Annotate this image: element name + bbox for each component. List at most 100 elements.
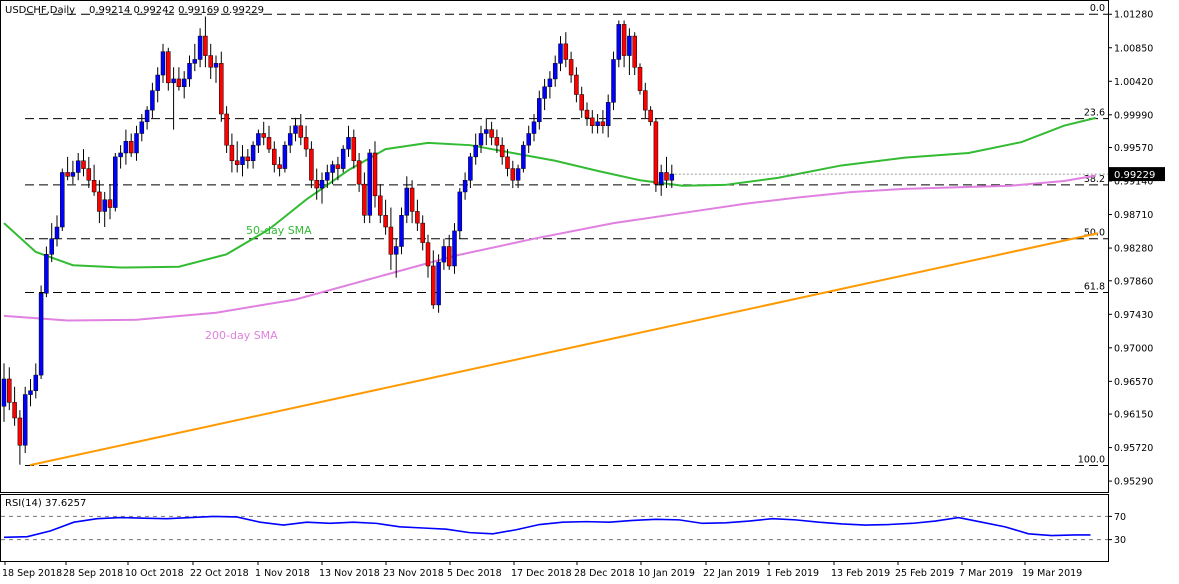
- candle-body: [192, 59, 198, 64]
- fib-level-label: 100.0: [1078, 455, 1105, 466]
- candle-body: [584, 109, 590, 119]
- candle-body: [134, 133, 139, 154]
- candle-body: [272, 148, 277, 165]
- candle-body: [234, 160, 240, 165]
- candle-body: [600, 121, 606, 126]
- x-tick-label: 28 Sep 2018: [63, 568, 123, 579]
- candle-body: [277, 164, 282, 169]
- x-tick-label: 1 Nov 2018: [255, 568, 310, 579]
- candle-body: [187, 63, 192, 80]
- candle-body: [330, 164, 335, 173]
- candle-body: [44, 254, 49, 294]
- candle-body: [208, 55, 213, 68]
- candle-body: [653, 121, 659, 185]
- y-tick-label: 0.97430: [1114, 310, 1153, 321]
- candle-body: [669, 173, 675, 181]
- candle-body: [505, 156, 510, 169]
- y-tick-label: 0.95720: [1114, 443, 1153, 454]
- candle-body: [155, 74, 160, 91]
- candle-body: [605, 102, 611, 126]
- x-tick-label: 17 Dec 2018: [511, 568, 572, 579]
- candle-body: [643, 90, 648, 111]
- y-tick-label: 0.99990: [1114, 110, 1153, 121]
- candle-body: [224, 113, 229, 146]
- fib-level-label: 0.0: [1090, 3, 1105, 14]
- y-tick-label: 0.99140: [1114, 177, 1153, 188]
- y-tick-label: 0.98710: [1114, 210, 1153, 221]
- candle-body: [293, 125, 298, 134]
- candle-body: [118, 152, 123, 158]
- current-price-label: 0.99229: [1114, 170, 1155, 181]
- candle-body: [457, 191, 463, 232]
- candle-body: [12, 402, 17, 419]
- trendline: [29, 232, 1099, 467]
- candle-body: [658, 172, 664, 185]
- rsi-label: RSI(14) 37.6257: [5, 498, 86, 509]
- sma50-label: 50-day SMA: [246, 224, 312, 237]
- x-tick-label: 10 Oct 2018: [125, 568, 184, 579]
- fib-level-label: 38.2: [1084, 174, 1105, 185]
- candle-body: [219, 63, 224, 115]
- candle-body: [166, 51, 171, 84]
- candle-body: [664, 172, 669, 181]
- candle-body: [362, 183, 367, 216]
- candles: 0.99229: [1, 16, 1165, 465]
- candle-body: [213, 63, 219, 68]
- x-tick-label: 22 Oct 2018: [190, 568, 249, 579]
- candle-body: [367, 152, 372, 216]
- candle-body: [75, 160, 81, 173]
- y-tick-label: 1.00420: [1114, 77, 1153, 88]
- symbol-title: USDCHF,Daily: [5, 5, 75, 16]
- ohlc-values: 0.99214 0.99242 0.99169 0.99229: [89, 5, 264, 16]
- y-tick-label: 0.97000: [1114, 343, 1153, 354]
- candle-body: [229, 144, 235, 162]
- candle-body: [372, 152, 378, 197]
- candle-body: [107, 199, 113, 208]
- candle-body: [574, 74, 579, 95]
- candle-body: [245, 156, 251, 162]
- sma200-label: 200-day SMA: [205, 329, 278, 342]
- candle-body: [123, 141, 129, 154]
- x-tick-label: 19 Mar 2019: [1022, 568, 1082, 579]
- candle-body: [203, 35, 208, 56]
- candle-body: [303, 137, 309, 150]
- candle-body: [563, 43, 569, 60]
- candle-body: [462, 180, 468, 193]
- candle-body: [542, 86, 547, 99]
- candle-body: [441, 246, 447, 263]
- candle-body: [436, 261, 441, 306]
- candle-body: [409, 187, 415, 212]
- candle-body: [404, 187, 410, 216]
- x-tick-label: 13 Feb 2019: [831, 568, 890, 579]
- y-tick-label: 0.98280: [1114, 244, 1153, 255]
- candle-body: [420, 222, 425, 243]
- candle-body: [325, 172, 330, 181]
- candle-body: [489, 129, 494, 138]
- candle-body: [261, 133, 266, 138]
- rsi-level-label: 70: [1114, 512, 1126, 523]
- candle-body: [515, 168, 521, 181]
- candle-body: [309, 148, 314, 181]
- candle-body: [22, 394, 28, 446]
- candle-body: [510, 168, 516, 181]
- candle-body: [1, 378, 7, 407]
- fib-level-label: 23.6: [1084, 108, 1105, 119]
- candle-body: [568, 59, 574, 76]
- candle-body: [282, 144, 288, 169]
- candle-body: [7, 378, 12, 403]
- x-tick-label: 1 Feb 2019: [766, 568, 819, 579]
- candle-body: [38, 293, 44, 376]
- candle-body: [415, 211, 420, 224]
- y-tick-label: 1.00850: [1114, 43, 1153, 54]
- candle-body: [298, 125, 304, 138]
- support-trendline: [29, 232, 1099, 467]
- candle-body: [171, 78, 176, 84]
- candle-body: [319, 180, 325, 189]
- candle-body: [579, 94, 584, 111]
- candle-body: [478, 133, 484, 146]
- candle-body: [531, 121, 537, 134]
- candle-body: [499, 144, 505, 158]
- y-tick-label: 0.96570: [1114, 377, 1153, 388]
- rsi-series: 30 70: [1, 512, 1126, 546]
